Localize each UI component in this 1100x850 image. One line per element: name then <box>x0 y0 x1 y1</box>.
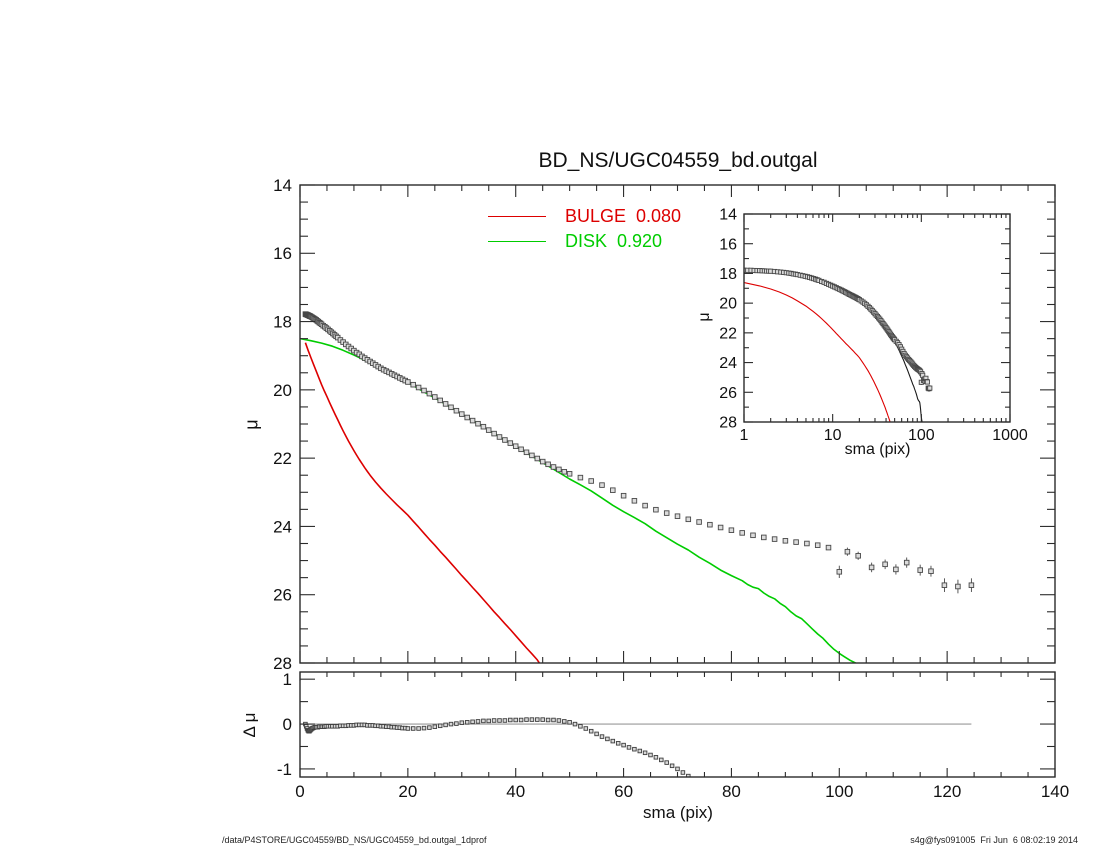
legend-entry-disk: DISK 0.920 <box>488 229 681 254</box>
resid-series <box>300 717 972 777</box>
inset-series <box>744 267 933 422</box>
main-y-tick-label: 20 <box>273 381 292 400</box>
disk-line-sample <box>488 241 546 242</box>
resid-y-tick-label: 1 <box>283 670 292 689</box>
footer-user-timestamp: s4g@fys091005 Fri Jun 6 08:02:19 2014 <box>910 835 1078 845</box>
disk-line <box>300 337 858 663</box>
inset-galaxy-points <box>744 267 933 392</box>
inset-y-tick-label: 22 <box>719 325 737 342</box>
main-y-tick-label: 14 <box>273 176 292 195</box>
main-y-tick-label: 28 <box>273 654 292 673</box>
bulge-line-sample <box>488 216 546 217</box>
inset-x-tick-label: 100 <box>908 427 935 444</box>
resid-x-tick-label: 60 <box>614 782 633 801</box>
main-y-tick-label: 24 <box>273 517 292 536</box>
main-series <box>300 311 975 663</box>
resid-x-tick-label: 40 <box>506 782 525 801</box>
figure-title: BD_NS/UGC04559_bd.outgal <box>538 149 818 172</box>
disk-legend-label: DISK 0.920 <box>565 231 663 251</box>
main-y-tick-label: 22 <box>273 449 292 468</box>
resid-x-tick-label: 20 <box>398 782 417 801</box>
main-y-tick-label: 18 <box>273 313 292 332</box>
bulge-line <box>304 342 541 663</box>
inset-y-tick-label: 14 <box>719 207 737 224</box>
main-frame <box>299 184 1056 664</box>
galaxy-points <box>302 311 975 594</box>
inset-plot: 1 10 100 1000 14 16 18 20 22 24 26 28 <box>719 207 1028 444</box>
resid-x-tick-label: 80 <box>722 782 741 801</box>
main-y-axis-label: μ <box>241 419 262 430</box>
inset-bulge-line <box>744 282 891 422</box>
residual-x-axis-label: sma (pix) <box>643 803 713 822</box>
inset-x-tick-label: 1 <box>740 427 749 444</box>
inset-x-tick-label: 10 <box>824 427 842 444</box>
inset-x-tick-label: 1000 <box>992 427 1028 444</box>
inset-y-tick-label: 26 <box>719 385 737 402</box>
main-plot: 14 16 18 20 22 24 26 28 <box>273 176 1056 673</box>
inset-y-tick-label: 16 <box>719 236 737 253</box>
inset-x-axis-label: sma (pix) <box>844 441 911 458</box>
main-y-tick-label: 26 <box>273 586 292 605</box>
inset-total-line <box>744 269 923 422</box>
inset-y-tick-label: 20 <box>719 296 737 313</box>
resid-x-tick-label: 120 <box>933 782 961 801</box>
fit-legend: BULGE 0.080 DISK 0.920 <box>488 204 681 254</box>
bulge-legend-label: BULGE 0.080 <box>565 206 682 226</box>
footer-file-path: /data/P4STORE/UGC04559/BD_NS/UGC04559_bd… <box>222 835 487 845</box>
main-y-tick-label: 16 <box>273 244 292 263</box>
resid-y-tick-label: 0 <box>283 715 292 734</box>
inset-axes: 1 10 100 1000 14 16 18 20 22 24 26 28 <box>719 207 1028 444</box>
inset-y-axis-label: μ <box>696 312 713 322</box>
resid-x-tick-label: 100 <box>825 782 853 801</box>
residual-y-axis-label: Δ μ <box>240 712 259 738</box>
main-axes: 14 16 18 20 22 24 26 28 <box>273 176 1056 673</box>
inset-y-tick-label: 18 <box>719 266 737 283</box>
resid-x-tick-label: 140 <box>1041 782 1069 801</box>
inset-y-tick-label: 28 <box>719 415 737 432</box>
resid-y-tick-label: -1 <box>277 760 292 779</box>
legend-entry-bulge: BULGE 0.080 <box>488 204 681 229</box>
resid-x-tick-label: 0 <box>295 782 304 801</box>
inset-y-tick-label: 24 <box>719 355 737 372</box>
residual-points <box>303 717 691 777</box>
